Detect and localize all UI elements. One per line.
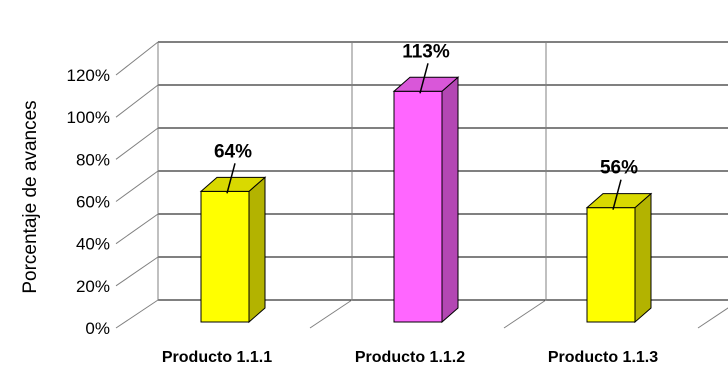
y-tick-label: 20%: [76, 277, 110, 296]
y-tick-label: 80%: [76, 150, 110, 169]
bar-front-face: [200, 190, 250, 323]
bar-front-face: [393, 90, 443, 323]
side-wall-gridline: [115, 84, 159, 118]
y-tick-label: 40%: [76, 235, 110, 254]
y-tick-label: 120%: [67, 66, 110, 85]
data-label-leader: [612, 179, 622, 210]
side-wall-gridline: [115, 299, 159, 329]
y-axis-label: Porcentaje de avances: [20, 100, 41, 293]
data-label: 64%: [214, 141, 252, 162]
category-label: Producto 1.1.2: [355, 349, 465, 366]
data-label: 56%: [600, 158, 638, 179]
bar-side-face: [441, 76, 459, 324]
category-label: Producto 1.1.3: [548, 349, 658, 366]
data-label: 113%: [402, 41, 450, 62]
data-label-leader: [226, 163, 236, 194]
y-tick-label: 60%: [76, 193, 110, 212]
side-wall-gridline: [115, 41, 159, 76]
bar: [199, 176, 267, 324]
y-tick-label: 0%: [85, 319, 110, 338]
bar-side-face: [634, 192, 652, 324]
bars: [199, 76, 653, 324]
side-wall-gridline: [115, 170, 159, 202]
data-labels: 64% 113% 56%: [214, 41, 638, 210]
bar-side-face: [248, 176, 266, 324]
bar: [585, 192, 653, 324]
side-wall-gridline: [115, 127, 159, 160]
floor-divider: [503, 299, 547, 329]
bar-top-face: [585, 193, 653, 209]
bar: [392, 76, 460, 324]
y-tick-label: 100%: [67, 108, 110, 127]
y-axis-ticks: 0% 20% 40% 60% 80% 100% 120%: [67, 66, 110, 338]
side-wall-gridline: [115, 256, 159, 287]
category-label: Producto 1.1.1: [162, 349, 272, 366]
data-label-leader: [419, 63, 429, 94]
bar-front-face: [586, 207, 636, 323]
side-wall-gridline: [115, 213, 159, 245]
floor-divider: [697, 307, 728, 329]
floor-divider: [309, 299, 353, 329]
bar-top-face: [392, 76, 460, 92]
bar-top-face: [199, 176, 267, 192]
category-labels: Producto 1.1.1 Producto 1.1.2 Producto 1.1…: [162, 349, 658, 366]
